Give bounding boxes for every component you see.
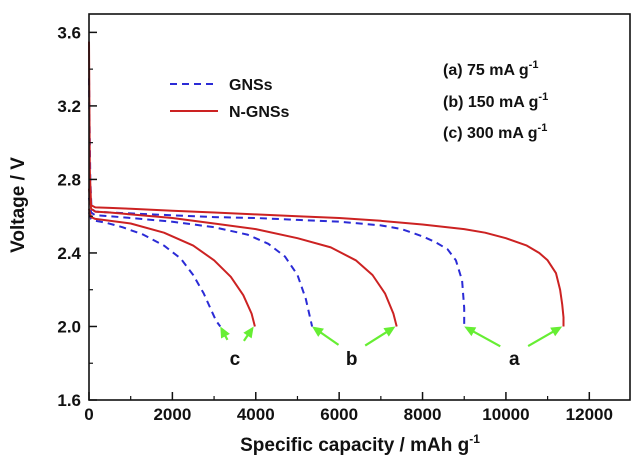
annotation-arrowhead-b xyxy=(312,326,324,337)
condition-a: (a) 75 mA g-1 xyxy=(443,59,538,79)
annotation-arrowhead-b xyxy=(383,326,396,337)
series-n-gnss-c xyxy=(88,208,256,327)
annotation-layer: a b c xyxy=(220,326,563,370)
x-axis-label: Specific capacity / mAh g-1 xyxy=(240,432,480,456)
x-tick-label: 8000 xyxy=(404,405,442,424)
y-tick-label: 3.2 xyxy=(57,97,81,116)
x-tick-label: 0 xyxy=(84,405,93,424)
annotation-arrowhead-c xyxy=(220,326,230,339)
plot-frame xyxy=(88,13,631,401)
condition-c: (c) 300 mA g-1 xyxy=(443,122,547,142)
annotation-arrowhead-a xyxy=(550,326,563,337)
y-axis-label: Voltage / V xyxy=(8,157,29,253)
annotation-arrow-b xyxy=(318,330,340,346)
legend-label-gnss: GNSs xyxy=(229,77,273,94)
legend: GNSs N-GNSs xyxy=(170,77,290,121)
y-tick-label: 3.6 xyxy=(57,23,81,42)
legend-label-ngnss: N-GNSs xyxy=(229,104,290,121)
annotation-letter-a: a xyxy=(509,349,520,370)
condition-b: (b) 150 mA g-1 xyxy=(443,91,548,111)
annotation-arrowhead-a xyxy=(464,326,477,337)
tick-layer: 0 2000 4000 6000 8000 10000 12000 1.6 2.0 2.4 2.8 3… xyxy=(57,23,613,424)
x-tick-label: 12000 xyxy=(566,405,613,424)
annotation-arrow-b xyxy=(364,330,389,347)
annotation-letter-c: c xyxy=(230,349,241,370)
series-gnss-b xyxy=(88,197,314,327)
annotation-arrow-a xyxy=(527,330,555,348)
series-gnss-c xyxy=(88,212,222,328)
y-tick-label: 2.4 xyxy=(57,244,81,263)
series-n-gnss-a xyxy=(88,41,565,327)
y-tick-label: 2.0 xyxy=(57,317,81,336)
series-n-gnss-b xyxy=(88,188,398,327)
x-tick-label: 6000 xyxy=(320,405,358,424)
annotation-letter-b: b xyxy=(346,349,358,370)
x-tick-label: 10000 xyxy=(482,405,529,424)
annotation-arrow-a xyxy=(471,329,501,348)
annotation-arrowhead-c xyxy=(243,326,254,339)
y-tick-label: 1.6 xyxy=(57,391,81,410)
series-layer xyxy=(88,41,565,328)
x-tick-label: 2000 xyxy=(153,405,191,424)
conditions: (a) 75 mA g-1 (b) 150 mA g-1 (c) 300 mA … xyxy=(443,59,548,142)
x-tick-label: 4000 xyxy=(237,405,275,424)
y-tick-label: 2.8 xyxy=(57,170,81,189)
